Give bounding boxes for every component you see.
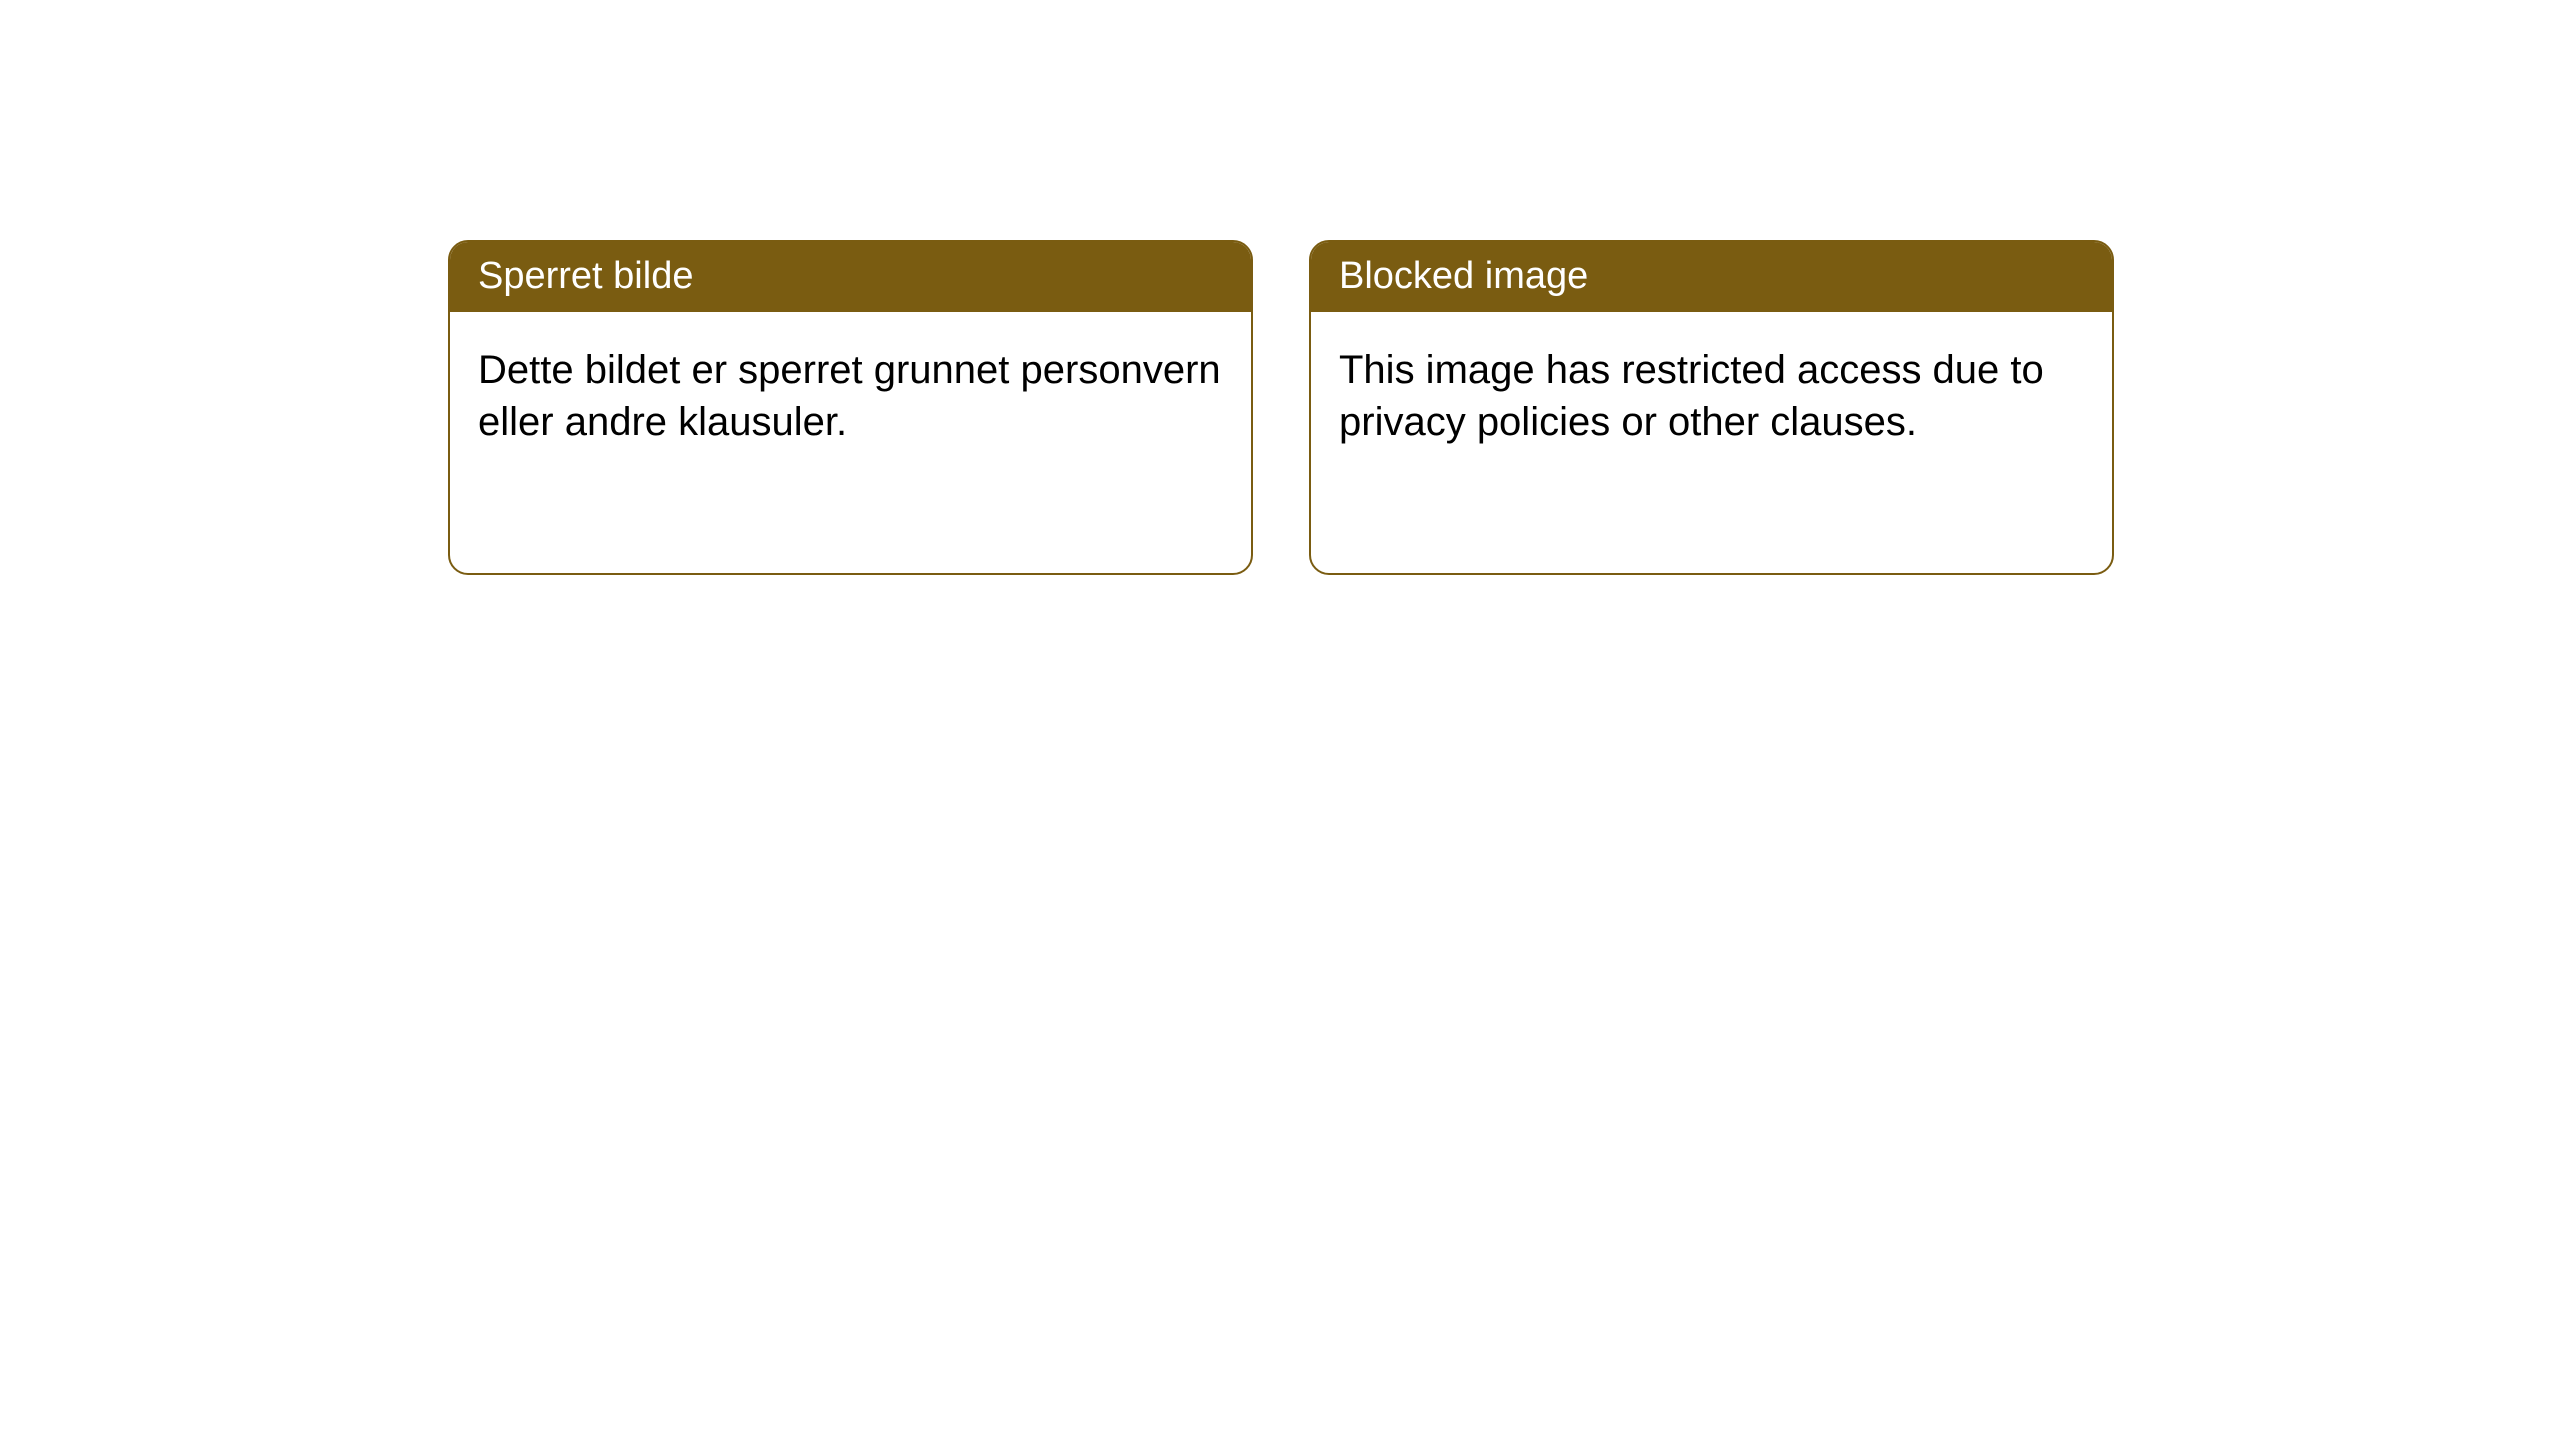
blocked-image-card-no: Sperret bilde Dette bildet er sperret gr… bbox=[448, 240, 1253, 575]
card-body-text: Dette bildet er sperret grunnet personve… bbox=[450, 312, 1251, 480]
card-title: Blocked image bbox=[1311, 242, 2112, 312]
card-body-text: This image has restricted access due to … bbox=[1311, 312, 2112, 480]
card-title: Sperret bilde bbox=[450, 242, 1251, 312]
blocked-image-notices: Sperret bilde Dette bildet er sperret gr… bbox=[448, 240, 2114, 575]
blocked-image-card-en: Blocked image This image has restricted … bbox=[1309, 240, 2114, 575]
